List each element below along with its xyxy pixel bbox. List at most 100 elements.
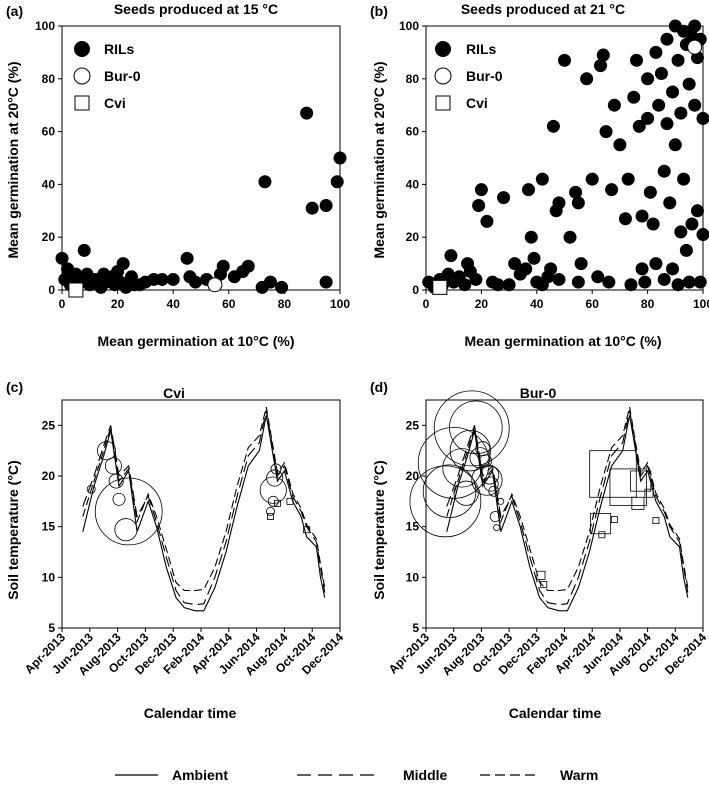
ril-point (569, 185, 583, 199)
panel-c: (c) Cvi Calendar time Soil temperature (… (5, 379, 346, 721)
panel-b-ylabel: Mean germination at 20°C (%) (371, 62, 387, 259)
y-tick-label: 100 (35, 19, 55, 33)
ril-point (546, 119, 560, 133)
y-tick-label: 25 (406, 418, 420, 432)
germination-circle (449, 400, 503, 455)
panel-d: (d) Bur-0 Calendar time Soil temperature… (370, 379, 709, 721)
legend-bur0-marker (73, 67, 91, 85)
ril-point (552, 196, 566, 210)
ril-point (585, 172, 599, 186)
ril-point (666, 262, 680, 276)
ril-point (635, 262, 649, 276)
germination-circle (433, 390, 510, 467)
germination-square (589, 450, 637, 498)
ril-point (491, 278, 505, 292)
ril-point (674, 106, 688, 120)
ril-point (643, 185, 657, 199)
y-tick-label: 15 (406, 520, 420, 534)
germination-circle (104, 457, 122, 475)
legend-rils-marker (435, 41, 451, 57)
legend-middle-label: Middle (403, 767, 448, 783)
germination-circle (86, 484, 96, 494)
ril-point (474, 183, 488, 197)
ril-point (216, 259, 230, 273)
x-tick-label: 80 (278, 297, 292, 311)
bur0-point (687, 39, 703, 55)
panel-b-label: (b) (370, 3, 388, 19)
ril-point (635, 209, 649, 223)
germination-circle (270, 463, 282, 475)
ril-point (472, 199, 486, 213)
germination-circle (259, 476, 287, 504)
y-tick-label: 40 (406, 177, 420, 191)
temperature-line-ambient (446, 415, 689, 612)
ril-point (258, 175, 272, 189)
ril-point (690, 204, 704, 218)
ril-point (682, 77, 696, 91)
germination-square (652, 517, 660, 525)
ril-point (155, 272, 169, 286)
ril-point (535, 172, 549, 186)
legend-bur0-label: Bur-0 (466, 68, 503, 84)
germination-circle (493, 524, 501, 532)
ril-point (241, 259, 255, 273)
germination-square (598, 531, 606, 539)
plot-frame (61, 25, 341, 291)
legend-cvi-label: Cvi (104, 95, 126, 111)
cvi-point (432, 279, 448, 295)
ril-point (671, 53, 685, 67)
panel-c-ylabel: Soil temperature (°C) (5, 460, 21, 599)
ril-point (674, 225, 688, 239)
ril-point (671, 278, 685, 292)
ril-point (632, 119, 646, 133)
x-tick-label: 60 (222, 297, 236, 311)
legend-bur0-label: Bur-0 (104, 68, 141, 84)
ril-point (552, 272, 566, 286)
panel-a-label: (a) (6, 3, 23, 19)
y-tick-label: 20 (42, 230, 56, 244)
ril-point (55, 251, 69, 265)
ril-point (657, 272, 671, 286)
germination-square (589, 513, 612, 535)
ril-point (630, 53, 644, 67)
x-tick-label: 40 (167, 297, 181, 311)
ril-point (682, 275, 696, 289)
y-tick-label: 25 (42, 418, 56, 432)
ril-point (607, 98, 621, 112)
ril-point (649, 45, 663, 59)
ril-point (563, 230, 577, 244)
germination-square (274, 499, 281, 507)
legend-rils-marker (74, 41, 90, 57)
ril-point (521, 183, 535, 197)
ril-point (660, 117, 674, 131)
legend-ambient-label: Ambient (172, 767, 228, 783)
y-tick-label: 20 (406, 230, 420, 244)
germination-square (267, 513, 274, 520)
ril-point (649, 257, 663, 271)
plot-frame (425, 25, 704, 291)
panel-a-xlabel: Mean germination at 10°C (%) (98, 333, 295, 349)
legend-warm-label: Warm (560, 767, 598, 783)
ril-point (571, 196, 585, 210)
y-tick-label: 40 (42, 177, 56, 191)
ril-point (696, 111, 709, 125)
ril-point (502, 278, 516, 292)
ril-point (654, 67, 668, 81)
ril-point (527, 251, 541, 265)
ril-point (594, 59, 608, 73)
ril-point (618, 212, 632, 226)
legend-bur0-marker (434, 67, 452, 85)
ril-point (469, 272, 483, 286)
ril-point (688, 98, 702, 112)
y-tick-label: 20 (42, 469, 56, 483)
ril-point (333, 151, 347, 165)
ril-point (508, 257, 522, 271)
germination-circle (422, 464, 477, 518)
ril-point (613, 138, 627, 152)
ril-point (580, 72, 594, 86)
y-tick-label: 5 (48, 621, 55, 635)
panel-c-title: Cvi (163, 385, 185, 401)
ril-point (660, 32, 674, 46)
ril-point (666, 85, 680, 99)
